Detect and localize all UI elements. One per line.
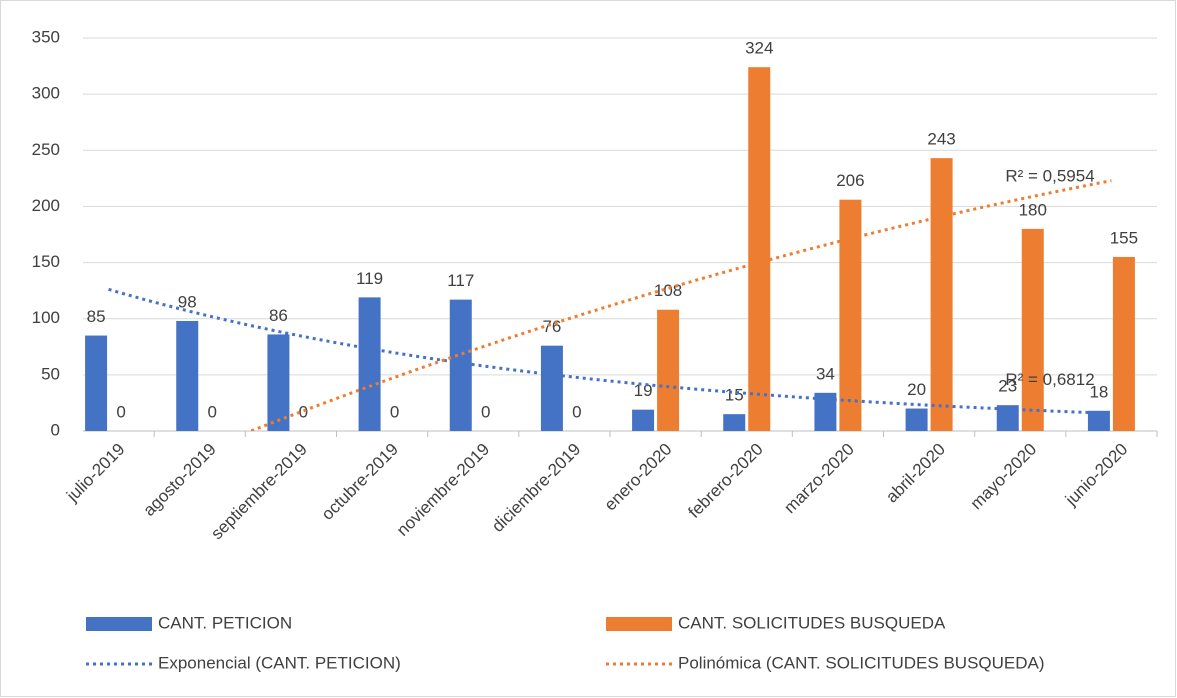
data-label: 0 <box>481 402 490 421</box>
data-label: 0 <box>116 402 125 421</box>
legend-label: Exponencial (CANT. PETICION) <box>158 653 401 672</box>
data-label: 0 <box>208 402 217 421</box>
bar <box>267 334 290 431</box>
legend-swatch <box>606 617 672 631</box>
data-label: 19 <box>634 381 653 400</box>
data-label: 15 <box>725 386 744 405</box>
y-tick-label: 100 <box>32 308 60 327</box>
bar <box>930 158 953 431</box>
trendline <box>246 179 1112 431</box>
y-tick-label: 150 <box>32 252 60 271</box>
r2-label: R² = 0,5954 <box>1005 167 1094 186</box>
data-label: 324 <box>745 39 773 58</box>
bar <box>723 414 746 431</box>
data-label: 0 <box>572 402 581 421</box>
data-label: 76 <box>542 317 561 336</box>
data-label: 206 <box>836 171 864 190</box>
legend-swatch <box>86 617 152 631</box>
bar <box>632 409 655 431</box>
bar <box>358 297 381 431</box>
y-tick-label: 50 <box>41 364 60 383</box>
data-label: 34 <box>816 364 835 383</box>
data-label: 155 <box>1110 228 1138 247</box>
r2-label: R² = 0,6812 <box>1005 370 1094 389</box>
data-label: 180 <box>1019 200 1047 219</box>
data-label: 119 <box>356 269 383 288</box>
bar <box>85 335 108 431</box>
data-label: 86 <box>269 306 288 325</box>
data-label: 108 <box>654 281 682 300</box>
bar <box>657 309 680 431</box>
data-label: 0 <box>299 402 308 421</box>
trendlines <box>108 179 1112 431</box>
bar <box>748 67 771 432</box>
legend-label: Polinómica (CANT. SOLICITUDES BUSQUEDA) <box>678 653 1045 672</box>
bar <box>449 299 472 431</box>
bar <box>540 345 563 431</box>
y-tick-label: 250 <box>32 140 60 159</box>
bar <box>905 408 928 431</box>
data-label: 98 <box>178 292 197 311</box>
bar <box>814 392 837 431</box>
bar <box>1112 256 1135 431</box>
y-tick-label: 200 <box>32 196 60 215</box>
bar <box>1087 410 1110 431</box>
data-label: 243 <box>927 130 955 149</box>
legend-label: CANT. PETICION <box>158 613 292 632</box>
y-tick-label: 300 <box>32 84 60 103</box>
bar <box>176 320 199 431</box>
bar <box>1021 228 1044 431</box>
data-label: 117 <box>447 271 474 290</box>
data-label: 18 <box>1089 382 1108 401</box>
bar <box>839 199 862 431</box>
y-tick-label: 350 <box>32 27 60 46</box>
data-label: 20 <box>907 380 926 399</box>
y-tick-label: 0 <box>51 420 60 439</box>
data-label: 23 <box>998 377 1017 396</box>
bar <box>996 405 1019 431</box>
legend-label: CANT. SOLICITUDES BUSQUEDA <box>678 613 946 632</box>
data-label: 85 <box>87 307 106 326</box>
data-label: 0 <box>390 402 399 421</box>
